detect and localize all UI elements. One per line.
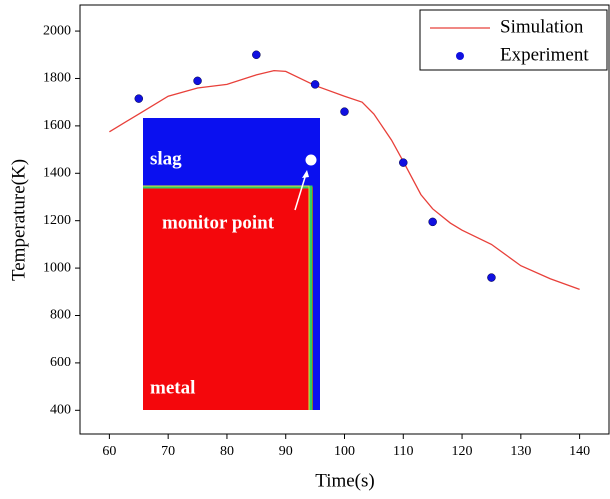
experiment-point — [340, 107, 349, 116]
experiment-point — [193, 76, 202, 86]
legend — [419, 9, 608, 71]
y-axis-label: Temperature(K) — [8, 159, 29, 281]
experiment-point — [487, 273, 496, 282]
experiment-point — [252, 50, 261, 60]
arrow-head — [302, 170, 309, 178]
experiment-point — [428, 217, 437, 227]
legend-label: Simulation — [500, 16, 584, 37]
interface — [143, 185, 313, 410]
y-tick-label: 800 — [50, 308, 71, 323]
y-tick-label: 1200 — [43, 213, 71, 228]
arrow — [294, 173, 307, 211]
y-tick-label: 1000 — [43, 260, 71, 275]
legend-label: Experiment — [500, 44, 589, 65]
x-tick-label: 70 — [161, 444, 175, 459]
x-tick-label: 80 — [220, 444, 234, 459]
x-tick-label: 110 — [393, 444, 413, 459]
metal-region — [143, 187, 313, 410]
y-tick-label: 1400 — [43, 166, 71, 181]
x-axis-label: Time(s) — [315, 470, 374, 491]
y-tick-label: 2000 — [43, 23, 71, 38]
y-tick-label: 1600 — [43, 118, 71, 133]
y-tick-label: 400 — [50, 403, 71, 418]
x-tick-label: 60 — [102, 444, 116, 459]
x-tick-label: 130 — [510, 444, 531, 459]
x-tick-label: 120 — [452, 444, 473, 459]
x-tick-label: 100 — [334, 444, 355, 459]
y-tick-label: 600 — [50, 355, 71, 370]
simulation-line — [109, 69, 580, 291]
monitor-dot — [305, 154, 317, 166]
x-tick-label: 90 — [279, 444, 293, 459]
y-tick-label: 1800 — [43, 71, 71, 86]
experiment-point — [399, 158, 408, 167]
monitor-label: monitor point — [162, 212, 275, 233]
inset-image: slag monitor point metal — [143, 118, 320, 410]
legend-marker — [456, 52, 464, 60]
x-tick-label: 140 — [569, 444, 590, 459]
interface — [143, 185, 310, 410]
slag-label: slag — [150, 148, 182, 169]
experiment-point — [310, 80, 320, 89]
metal-label: metal — [150, 377, 195, 398]
experiment-point — [134, 94, 144, 103]
